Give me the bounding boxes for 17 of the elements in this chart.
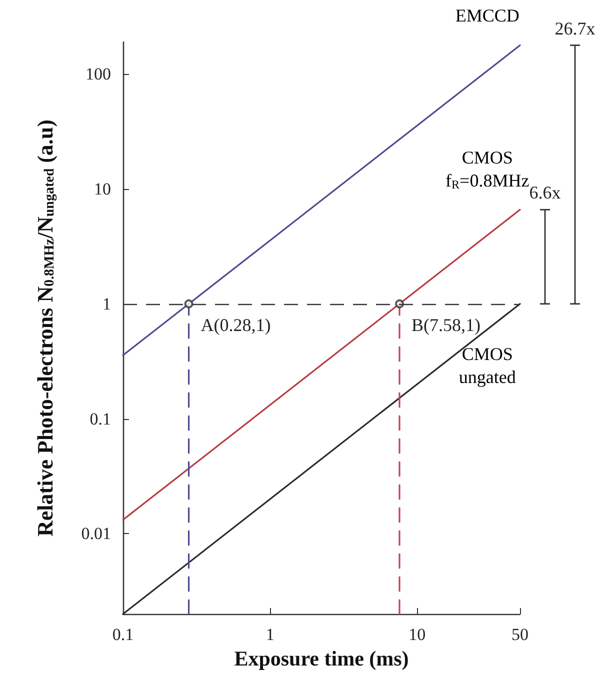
annotation: 26.7x [554,18,596,38]
x-tick-label: 0.1 [112,625,134,644]
x-tick-label: 50 [512,625,528,644]
series-label: EMCCD [455,6,520,26]
series-label: CMOS ungated [458,344,516,387]
y-axis-title: Relative Photo-electrons N0.8MHz/Nungated (a.u) [32,119,58,537]
annotation: 6.6x [529,182,561,203]
y-tick-label: 0.01 [81,524,111,544]
x-tick-label: 10 [408,625,426,644]
annotation: B(7.58,1) [411,314,480,335]
y-tick-label: 100 [86,64,111,84]
y-tick-label: 1 [102,294,111,314]
x-tick-label: 1 [266,625,274,644]
y-tick-label: 0.1 [90,409,111,428]
x-axis-title: Exposure time (ms) [234,646,409,670]
annotation: A(0.28,1) [200,314,271,335]
y-tick-label: 10 [94,179,111,198]
